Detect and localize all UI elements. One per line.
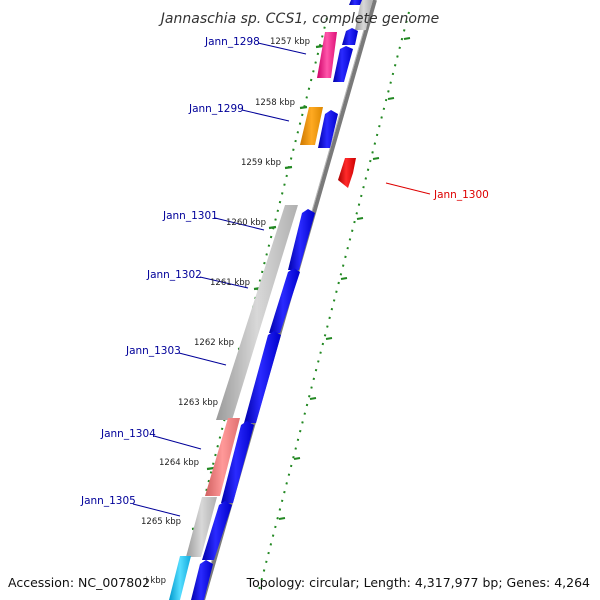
cog-segment-gray-top (355, 0, 372, 30)
gene-label-jann1300[interactable]: Jann_1300 (433, 189, 489, 201)
gene-label-jann1299[interactable]: Jann_1299 (188, 103, 244, 115)
kbp-label-1261: 1261 kbp (210, 278, 250, 288)
cog-segment-salmon (205, 418, 240, 496)
cds-arrow-bottom (191, 560, 213, 600)
kbp-label-1257: 1257 kbp (270, 37, 310, 47)
cog-segment-cyan (169, 556, 191, 600)
kbp-label-1263: 1263 kbp (178, 398, 218, 408)
outer-major-ticks (278, 37, 411, 520)
cds-arrow-jann1304 (221, 421, 254, 503)
cds-arrow-jann1298a (342, 28, 358, 45)
cog-segment-pink (317, 32, 337, 78)
gene-label-jann1304[interactable]: Jann_1304 (100, 428, 156, 440)
gene-label-jann1298[interactable]: Jann_1298 (204, 36, 260, 48)
cog-segment-orange (300, 107, 323, 145)
cds-arrow-jann1300 (338, 158, 356, 188)
map-title: Jannaschia sp. CCS1, complete genome (158, 11, 439, 27)
accession-text: Accession: NC_007802 (8, 575, 150, 590)
cog-segment-gray-1301 (216, 205, 298, 420)
cds-arrow-jann1303 (244, 331, 281, 423)
cds-arrow-jann1299 (318, 110, 338, 148)
cds-arrow-jann1302 (269, 268, 300, 333)
gene-label-jann1301[interactable]: Jann_1301 (162, 210, 218, 222)
footer-accession-mask (4, 572, 146, 592)
genome-summary-text: Topology: circular; Length: 4,317,977 bp… (246, 575, 590, 590)
gene-leaders (132, 42, 431, 517)
cds-arrow-jann1298 (333, 46, 353, 82)
gene-label-jann1302[interactable]: Jann_1302 (146, 269, 202, 281)
kbp-label-1259: 1259 kbp (241, 158, 281, 168)
kbp-label-1265: 1265 kbp (141, 517, 181, 527)
cog-segment-gray-1305 (186, 497, 217, 557)
kbp-label-1264: 1264 kbp (159, 458, 199, 468)
gene-label-jann1305[interactable]: Jann_1305 (80, 495, 136, 507)
cds-arrow-jann1305 (202, 501, 232, 560)
kbp-label-1266: 1266 kbp (126, 576, 166, 586)
forward-cds-track (191, 0, 362, 600)
kbp-label-1262: 1262 kbp (194, 338, 234, 348)
kbp-label-1258: 1258 kbp (255, 98, 295, 108)
gene-label-jann1303[interactable]: Jann_1303 (125, 345, 181, 357)
outer-tick-ruler (258, 11, 410, 591)
cds-arrow-top (349, 0, 362, 5)
cog-band (169, 0, 372, 600)
kbp-label-1260: 1260 kbp (226, 218, 266, 228)
cds-arrow-jann1301 (288, 209, 315, 270)
